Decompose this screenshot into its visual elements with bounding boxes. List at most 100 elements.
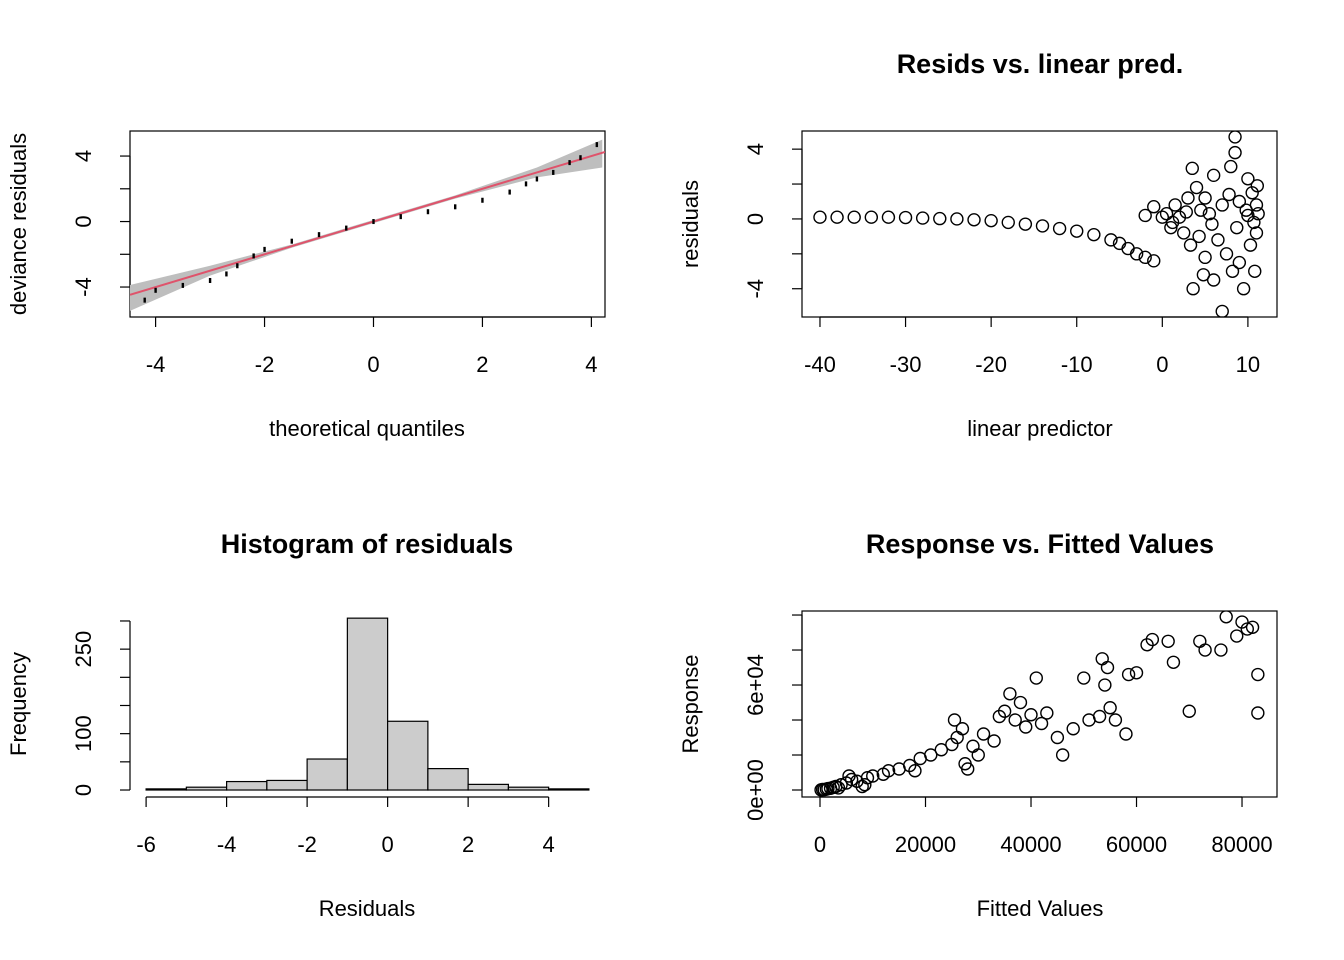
point (1240, 622, 1254, 636)
point (290, 238, 293, 244)
point (1138, 250, 1152, 265)
point (1192, 229, 1206, 244)
point (1155, 210, 1170, 224)
point (595, 142, 599, 148)
point (1198, 643, 1212, 657)
point (1138, 208, 1152, 223)
point (950, 212, 964, 226)
y-tick-label: 0e+00 (743, 759, 768, 821)
point (1249, 198, 1264, 212)
point (1250, 179, 1265, 193)
x-tick-label: -10 (1061, 352, 1093, 377)
point (181, 282, 185, 288)
point (1236, 282, 1251, 296)
x-axis-label: Fitted Values (977, 896, 1104, 921)
x-tick-label: 10 (1236, 352, 1260, 377)
point (1232, 194, 1247, 209)
point (426, 209, 430, 215)
panel: 0 20000 40000 60000 80000 0e+00 6e+04 Response … (678, 529, 1278, 921)
point (1228, 145, 1242, 160)
point (1147, 254, 1161, 268)
point (1239, 203, 1253, 217)
point (1177, 226, 1191, 240)
y-axis-label: residuals (678, 180, 703, 268)
point (1103, 701, 1117, 715)
x-tick-label: 80000 (1211, 832, 1272, 857)
y-tick-label: 0 (71, 215, 96, 227)
point (971, 748, 985, 762)
point (1219, 611, 1233, 624)
point (535, 176, 539, 182)
bar (145, 788, 187, 791)
point (1247, 215, 1261, 230)
point (1205, 217, 1219, 231)
point (524, 181, 528, 187)
point (1145, 632, 1160, 647)
x-tick-label: 20000 (895, 832, 956, 857)
point (1008, 713, 1022, 727)
point (1024, 708, 1038, 722)
point (1161, 634, 1175, 648)
point (915, 211, 930, 225)
x-tick-label: -4 (217, 832, 237, 857)
point (1183, 238, 1198, 252)
x-tick-label: 0 (382, 832, 394, 857)
point (1245, 186, 1259, 200)
y-tick-label: 6e+04 (743, 654, 768, 716)
point (844, 772, 859, 787)
point (1018, 217, 1033, 231)
point (236, 263, 239, 269)
point (1077, 671, 1091, 685)
point (881, 764, 896, 778)
point (1211, 233, 1225, 247)
point (1001, 215, 1015, 230)
point (1251, 207, 1265, 221)
point (1228, 131, 1242, 144)
point (552, 169, 555, 175)
y-tick-label: 4 (743, 143, 768, 155)
x-tick-label: 60000 (1106, 832, 1167, 857)
point (579, 155, 582, 161)
point (1055, 748, 1070, 762)
point (154, 287, 157, 293)
point (1243, 238, 1258, 252)
point (1119, 727, 1133, 741)
x-tick-label: 0 (1156, 352, 1168, 377)
y-tick-label: 250 (71, 631, 96, 668)
point (1104, 233, 1118, 247)
point (508, 189, 511, 195)
point (997, 704, 1012, 718)
point (1214, 643, 1228, 657)
y-tick-label: -4 (743, 279, 768, 299)
point (1035, 219, 1050, 233)
point (1129, 247, 1144, 261)
point (1029, 671, 1043, 685)
point (860, 771, 875, 785)
point (813, 210, 827, 224)
point (966, 739, 980, 753)
plot-box (129, 130, 606, 318)
x-tick-label: -40 (804, 352, 836, 377)
point (1040, 706, 1054, 720)
point (1164, 220, 1178, 235)
point (924, 748, 938, 762)
plot-area (130, 139, 605, 311)
point (1193, 634, 1207, 648)
point (961, 762, 975, 776)
point (847, 210, 861, 224)
y-tick-label: 100 (71, 715, 96, 752)
point (1194, 203, 1208, 217)
point (1066, 722, 1080, 736)
point (933, 211, 947, 226)
point (1087, 227, 1101, 242)
bar (467, 783, 509, 791)
x-tick-label: 4 (543, 832, 555, 857)
point (1215, 198, 1229, 212)
point (1196, 268, 1211, 282)
bar (226, 780, 268, 791)
point (1147, 200, 1161, 214)
plot-area (814, 611, 1265, 797)
x-tick-label: -30 (890, 352, 922, 377)
point (1206, 168, 1221, 183)
